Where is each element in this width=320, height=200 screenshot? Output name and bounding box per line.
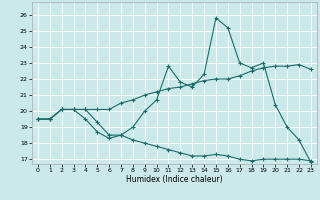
- X-axis label: Humidex (Indice chaleur): Humidex (Indice chaleur): [126, 175, 223, 184]
